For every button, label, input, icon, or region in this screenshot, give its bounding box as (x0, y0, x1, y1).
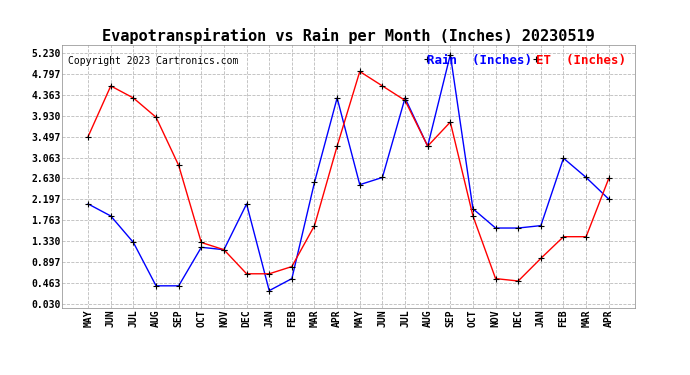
ET  (Inches) (424, 144, 432, 148)
ET  (Inches) (310, 224, 319, 228)
Rain  (Inches) (401, 96, 409, 100)
ET  (Inches) (446, 120, 455, 124)
Rain  (Inches) (469, 207, 477, 211)
Rain  (Inches) (220, 248, 228, 252)
ET  (Inches) (197, 240, 206, 245)
ET  (Inches) (265, 272, 273, 276)
Rain  (Inches) (514, 226, 522, 230)
Rain  (Inches) (197, 245, 206, 249)
ET  (Inches) (378, 84, 386, 88)
Legend: Rain  (Inches), ET  (Inches): Rain (Inches), ET (Inches) (425, 51, 629, 69)
ET  (Inches) (491, 276, 500, 281)
ET  (Inches) (288, 264, 296, 269)
ET  (Inches) (220, 248, 228, 252)
ET  (Inches) (469, 214, 477, 218)
Rain  (Inches) (560, 156, 568, 160)
ET  (Inches) (175, 163, 183, 168)
Line: Rain  (Inches): Rain (Inches) (86, 52, 611, 293)
ET  (Inches) (560, 234, 568, 239)
Rain  (Inches) (242, 202, 250, 206)
ET  (Inches) (604, 176, 613, 181)
Rain  (Inches) (107, 214, 115, 218)
Rain  (Inches) (446, 53, 455, 57)
Rain  (Inches) (310, 180, 319, 184)
ET  (Inches) (129, 96, 137, 100)
Rain  (Inches) (355, 182, 364, 187)
Rain  (Inches) (604, 197, 613, 201)
Rain  (Inches) (265, 288, 273, 293)
Rain  (Inches) (175, 284, 183, 288)
Line: ET  (Inches): ET (Inches) (86, 69, 611, 284)
ET  (Inches) (84, 134, 92, 139)
Rain  (Inches) (491, 226, 500, 230)
ET  (Inches) (355, 69, 364, 74)
Rain  (Inches) (333, 96, 342, 100)
Rain  (Inches) (152, 284, 160, 288)
Text: Copyright 2023 Cartronics.com: Copyright 2023 Cartronics.com (68, 56, 238, 66)
ET  (Inches) (333, 144, 342, 148)
ET  (Inches) (582, 234, 590, 239)
Rain  (Inches) (424, 144, 432, 148)
Rain  (Inches) (537, 224, 545, 228)
ET  (Inches) (152, 115, 160, 120)
Rain  (Inches) (378, 175, 386, 180)
ET  (Inches) (514, 279, 522, 283)
ET  (Inches) (242, 272, 250, 276)
ET  (Inches) (401, 98, 409, 103)
ET  (Inches) (107, 84, 115, 88)
Rain  (Inches) (582, 175, 590, 180)
Rain  (Inches) (84, 202, 92, 206)
Rain  (Inches) (288, 276, 296, 281)
Title: Evapotranspiration vs Rain per Month (Inches) 20230519: Evapotranspiration vs Rain per Month (In… (102, 28, 595, 44)
Rain  (Inches) (129, 240, 137, 245)
ET  (Inches) (537, 256, 545, 261)
